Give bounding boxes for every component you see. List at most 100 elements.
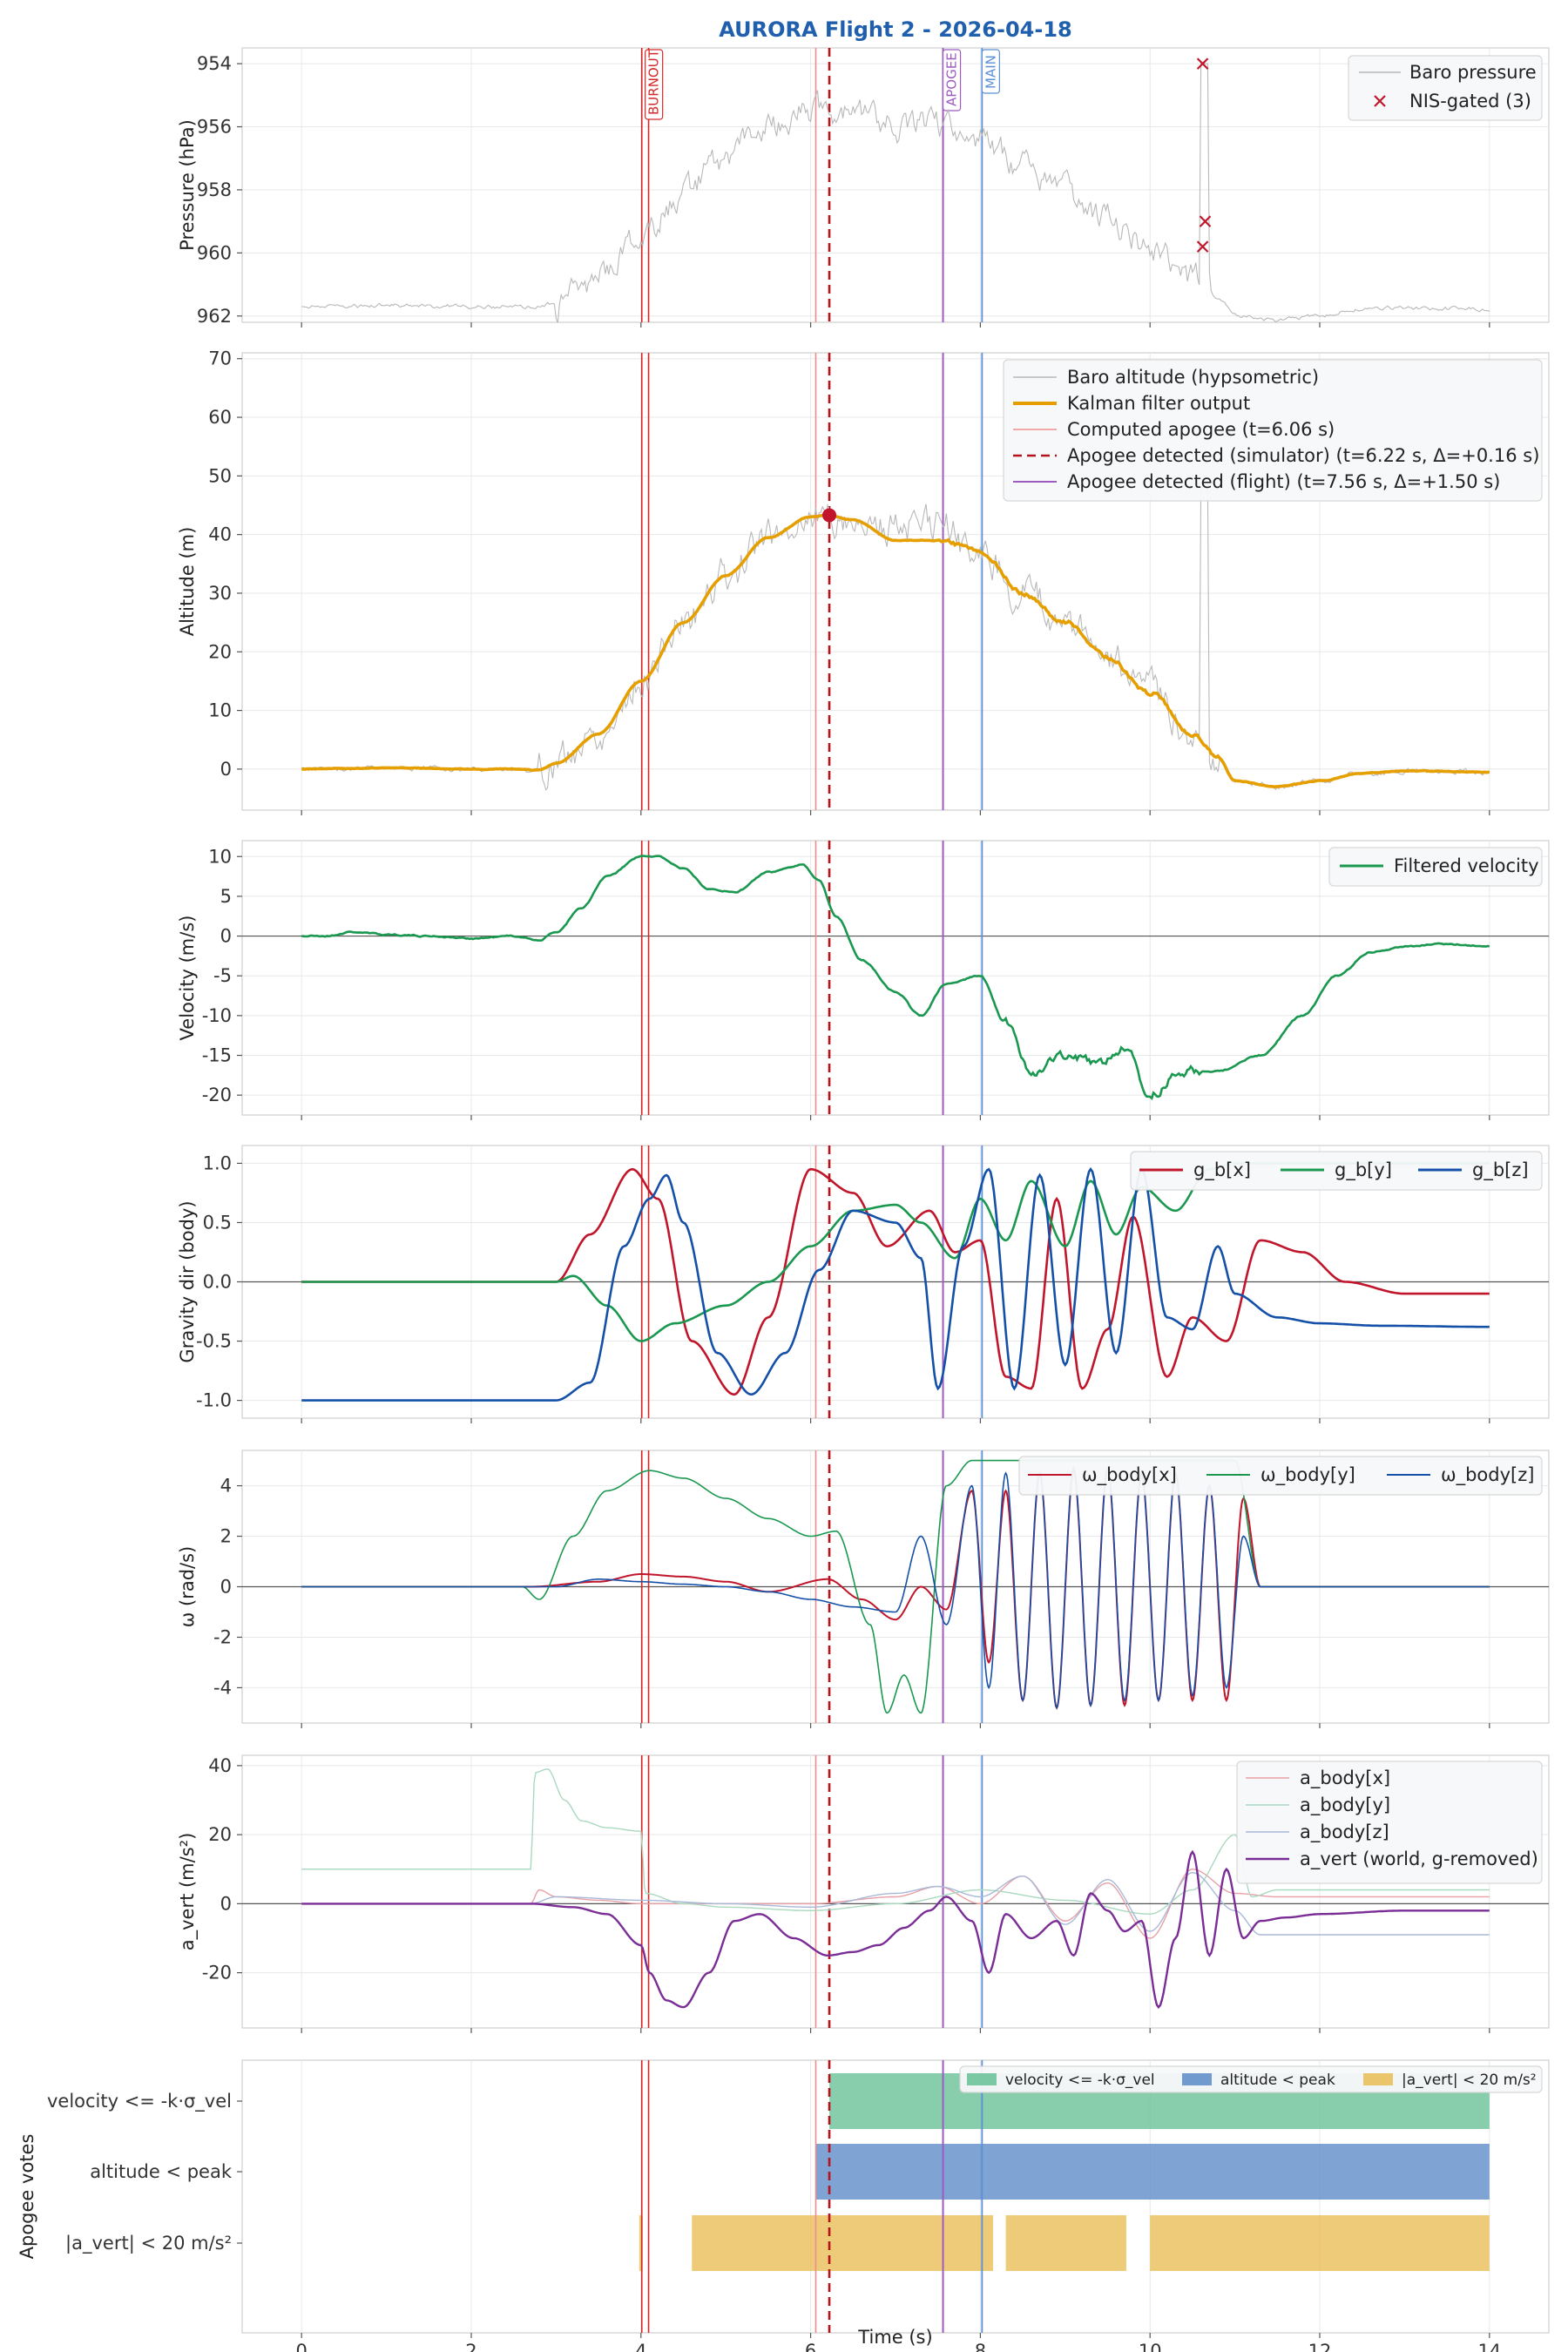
- legend-box: [1130, 1151, 1543, 1191]
- legend-box: [1236, 1761, 1543, 1884]
- y-tick-label: -1.0: [196, 1390, 232, 1411]
- y-tick-label: 958: [197, 179, 232, 200]
- vote-interval-bar: [639, 2215, 643, 2271]
- y-tick-label: -4: [213, 1677, 232, 1698]
- y-tick-label: -20: [202, 1085, 232, 1105]
- y-axis-label: Gravity dir (body): [177, 1200, 198, 1362]
- legend-velocity-label: Filtered velocity: [1394, 855, 1539, 876]
- x-axis-label: Time (s): [857, 2327, 932, 2348]
- x-tick-label: 10: [1139, 2341, 1162, 2352]
- legend-computed-apogee-label: Computed apogee (t=6.06 s): [1067, 419, 1335, 440]
- nis-gated-marker: [1199, 215, 1212, 227]
- x-tick-label: 6: [805, 2341, 816, 2352]
- legend-a0-label: a_body[x]: [1300, 1767, 1390, 1789]
- y-tick-label: -20: [202, 1963, 232, 1984]
- velocity-panel: 10 5 0 -5 -10 -15 -20 Velocity (m/s) Filtered ve…: [177, 840, 1550, 1120]
- apogee-marker: [822, 508, 837, 523]
- y-tick-label: -0.5: [196, 1331, 232, 1352]
- x-tick-label: 14: [1477, 2341, 1501, 2352]
- vote-interval-bar: [1005, 2215, 1126, 2271]
- y-axis-label: Velocity (m/s): [177, 916, 198, 1041]
- altitude-panel: 0 10 20 30 40 50 60 70 Altitude (m) Baro altitude…: [177, 348, 1550, 815]
- event-tag-box: [981, 49, 1000, 94]
- y-tick-label: -10: [202, 1005, 232, 1026]
- event-tag-label: MAIN: [983, 55, 998, 89]
- event-tag-label: BURNOUT: [646, 49, 662, 115]
- y-tick-label: 40: [208, 524, 232, 545]
- legend-w1-label: ω_body[y]: [1260, 1464, 1355, 1486]
- y-tick-label: 0: [220, 1577, 232, 1598]
- accel-panel: 40 20 0 -20a_vert (m/s²) a_body[x] a_body[y]a…: [177, 1754, 1550, 2033]
- y-tick-label: 40: [208, 1755, 232, 1776]
- y-tick-label: 954: [197, 53, 232, 74]
- legend-gated-label: NIS-gated (3): [1409, 91, 1531, 112]
- omega-panel: 4 2 0 -2 -4 ω (rad/s) ω_body[x] ω_body[y] ω_body…: [177, 1450, 1550, 1728]
- legend-flight-apogee-label: Apogee detected (flight) (t=7.56 s, Δ=+1…: [1067, 471, 1500, 492]
- y-tick-label: 70: [208, 348, 232, 369]
- baro-pressure-line: [301, 63, 1490, 323]
- event-tag-box: [942, 49, 962, 112]
- legend-w2-label: ω_body[z]: [1441, 1464, 1534, 1486]
- plot-area: [241, 47, 1550, 323]
- legend-gated-swatch: [1374, 95, 1386, 107]
- pressure-panel: 954 956 958 960 962 Pressure (hPa) BURNOUT APOG…: [177, 47, 1550, 328]
- y-axis-label: Apogee votes: [17, 2134, 37, 2260]
- x-tick-label: 0: [295, 2341, 307, 2352]
- legend-vote-swatch: [1363, 2073, 1393, 2085]
- y-tick-label: 60: [208, 407, 232, 428]
- vote-interval-bar: [692, 2215, 994, 2271]
- y-tick-label: 5: [220, 886, 232, 907]
- y-tick-label: -5: [213, 965, 232, 986]
- event-tag-apogee: APOGEE: [942, 49, 962, 112]
- legend-vote-label: |a_vert| < 20 m/s²: [1402, 2072, 1537, 2089]
- legend-baro-label: Baro pressure: [1409, 62, 1537, 83]
- y-tick-label: 0.5: [203, 1212, 232, 1233]
- y-tick-label: 2: [220, 1526, 232, 1547]
- series-line-3: [301, 1849, 1490, 2010]
- gravity-panel: 1.0 0.5 0.0 -0.5 -1.0 Gravity dir (body) g_b[x…: [177, 1145, 1550, 1423]
- kalman-output-line: [301, 513, 1490, 789]
- nis-gated-marker: [1196, 240, 1209, 253]
- event-tag-burnout: BURNOUT: [645, 49, 664, 120]
- y-tick-label: 20: [208, 641, 232, 662]
- legend-vote-swatch: [967, 2073, 997, 2085]
- vote-category-label: |a_vert| < 20 m/s²: [65, 2233, 232, 2254]
- legend-a1-label: a_body[y]: [1300, 1794, 1390, 1816]
- y-tick-label: 10: [208, 700, 232, 721]
- legend-g1-label: g_b[y]: [1335, 1159, 1392, 1181]
- y-tick-label: 30: [208, 583, 232, 604]
- legend-a2-label: a_body[z]: [1300, 1821, 1389, 1843]
- series-line-2: [301, 1466, 1490, 1710]
- series-line-1: [301, 1768, 1490, 1916]
- legend-baro-alt-label: Baro altitude (hypsometric): [1067, 367, 1319, 388]
- y-axis-label: ω (rad/s): [177, 1546, 198, 1628]
- filtered-velocity-line: [301, 855, 1490, 1100]
- x-tick-label: 12: [1308, 2341, 1332, 2352]
- y-tick-label: 0.0: [203, 1272, 232, 1293]
- figure-title: AURORA Flight 2 - 2026-04-18: [719, 17, 1071, 42]
- y-tick-label: 0: [220, 1893, 232, 1914]
- legend-box: [1003, 359, 1543, 502]
- y-tick-label: -2: [213, 1626, 232, 1647]
- legend-vote-label: altitude < peak: [1220, 2072, 1335, 2089]
- y-axis-label: a_vert (m/s²): [177, 1833, 199, 1951]
- y-tick-label: 962: [197, 306, 232, 327]
- y-tick-label: 956: [197, 117, 232, 138]
- y-tick-label: 960: [197, 242, 232, 263]
- legend-kalman-label: Kalman filter output: [1067, 393, 1250, 414]
- nis-gated-marker: [1196, 57, 1209, 70]
- y-tick-label: 10: [208, 846, 232, 867]
- x-tick-label: 4: [635, 2341, 646, 2352]
- y-tick-label: 4: [220, 1476, 232, 1497]
- event-tag-box: [645, 49, 664, 120]
- y-axis-label: Altitude (m): [177, 527, 198, 637]
- legend-vote-swatch: [1182, 2073, 1212, 2085]
- vote-category-label: velocity <= -k·σ_vel: [47, 2091, 232, 2112]
- y-axis-label: Pressure (hPa): [177, 119, 198, 251]
- legend-a3-label: a_vert (world, g-removed): [1300, 1848, 1538, 1870]
- chart-panels: 954 956 958 960 962 Pressure (hPa) BURNOUT APOG…: [17, 47, 1550, 2352]
- series-line-2: [301, 1166, 1490, 1402]
- legend-w0-label: ω_body[x]: [1082, 1464, 1177, 1486]
- legend-g2-label: g_b[z]: [1472, 1159, 1529, 1181]
